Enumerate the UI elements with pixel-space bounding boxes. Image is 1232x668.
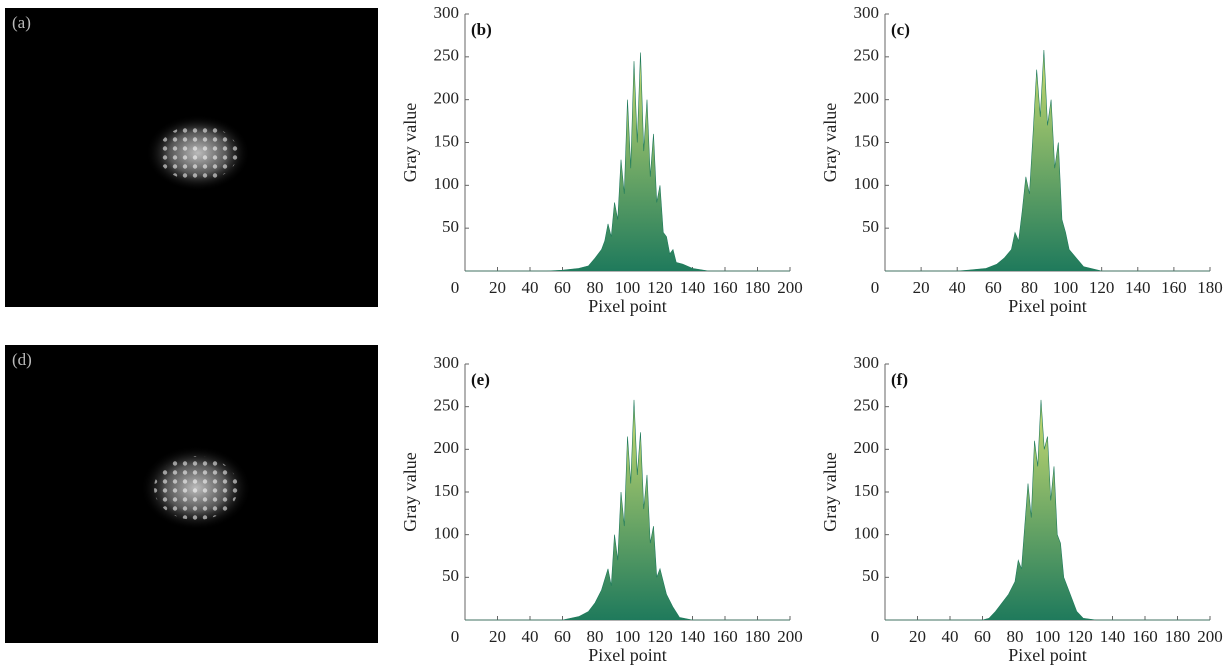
y-tick-label: 250 bbox=[854, 46, 880, 65]
y-tick-label: 300 bbox=[854, 353, 880, 372]
area bbox=[885, 49, 1210, 272]
x-tick-label: 40 bbox=[522, 627, 539, 646]
x-tick-label: 140 bbox=[680, 278, 706, 297]
chart-label: (b) bbox=[471, 20, 492, 39]
x-axis-title: Pixel point bbox=[588, 296, 667, 316]
x-tick-label: 100 bbox=[1035, 627, 1061, 646]
chart-label: (c) bbox=[891, 20, 910, 39]
y-axis-title: Gray value bbox=[400, 452, 420, 531]
x-tick-label: 120 bbox=[1089, 278, 1115, 297]
x-tick-label: 0 bbox=[871, 278, 880, 297]
y-tick-label: 200 bbox=[854, 438, 880, 457]
image-a: (a) bbox=[5, 8, 378, 307]
chart-label: (e) bbox=[471, 370, 490, 389]
x-tick-label: 80 bbox=[1007, 627, 1024, 646]
x-tick-label: 60 bbox=[554, 627, 571, 646]
x-tick-label: 120 bbox=[647, 627, 673, 646]
y-tick-label: 100 bbox=[854, 524, 880, 543]
y-tick-label: 300 bbox=[434, 353, 460, 372]
x-tick-label: 120 bbox=[1067, 627, 1093, 646]
x-tick-label: 160 bbox=[712, 627, 738, 646]
x-tick-label: 180 bbox=[745, 278, 771, 297]
x-tick-label: 20 bbox=[489, 278, 506, 297]
x-axis-title: Pixel point bbox=[588, 645, 667, 665]
x-axis-title: Pixel point bbox=[1008, 645, 1087, 665]
x-tick-label: 140 bbox=[1100, 627, 1126, 646]
x-tick-label: 100 bbox=[1053, 278, 1079, 297]
x-tick-label: 160 bbox=[1161, 278, 1187, 297]
x-tick-label: 40 bbox=[942, 627, 959, 646]
chart-label: (f) bbox=[891, 370, 908, 389]
x-tick-label: 60 bbox=[985, 278, 1002, 297]
x-tick-label: 140 bbox=[680, 627, 706, 646]
x-tick-label: 80 bbox=[1021, 278, 1038, 297]
y-axis-title: Gray value bbox=[400, 103, 420, 182]
y-tick-label: 250 bbox=[854, 396, 880, 415]
x-tick-label: 0 bbox=[871, 627, 880, 646]
x-tick-label: 20 bbox=[909, 627, 926, 646]
y-tick-label: 150 bbox=[854, 131, 880, 150]
y-tick-label: 200 bbox=[434, 438, 460, 457]
x-tick-label: 160 bbox=[712, 278, 738, 297]
x-tick-label: 200 bbox=[777, 278, 803, 297]
chart: 50 100 150 200 250 300 0 20 40 60 80 100 120 140 160 18… bbox=[820, 3, 1223, 316]
y-tick-label: 250 bbox=[434, 396, 460, 415]
x-tick-label: 180 bbox=[1197, 278, 1223, 297]
x-tick-label: 140 bbox=[1125, 278, 1151, 297]
x-tick-label: 40 bbox=[522, 278, 539, 297]
y-tick-label: 250 bbox=[434, 46, 460, 65]
x-tick-label: 160 bbox=[1132, 627, 1158, 646]
y-axis-title: Gray value bbox=[820, 103, 840, 182]
y-tick-label: 100 bbox=[434, 174, 460, 193]
y-tick-label: 150 bbox=[854, 481, 880, 500]
x-tick-label: 80 bbox=[587, 278, 604, 297]
x-tick-label: 200 bbox=[777, 627, 803, 646]
x-tick-label: 60 bbox=[554, 278, 571, 297]
x-tick-label: 20 bbox=[913, 278, 930, 297]
x-tick-label: 60 bbox=[974, 627, 991, 646]
y-axis-title: Gray value bbox=[820, 452, 840, 531]
area bbox=[885, 399, 1210, 621]
x-tick-label: 0 bbox=[451, 278, 460, 297]
x-tick-label: 120 bbox=[647, 278, 673, 297]
y-tick-label: 50 bbox=[862, 217, 879, 236]
y-tick-label: 150 bbox=[434, 481, 460, 500]
y-tick-label: 200 bbox=[434, 89, 460, 108]
chart: 50 100 150 200 250 300 0 20 40 60 80 100 120 140 160 18… bbox=[400, 353, 803, 665]
x-tick-label: 180 bbox=[745, 627, 771, 646]
x-tick-label: 200 bbox=[1197, 627, 1223, 646]
panel-label: (d) bbox=[12, 350, 32, 369]
y-tick-label: 50 bbox=[862, 566, 879, 585]
y-tick-label: 300 bbox=[434, 3, 460, 22]
x-tick-label: 20 bbox=[489, 627, 506, 646]
y-tick-label: 200 bbox=[854, 89, 880, 108]
y-tick-label: 150 bbox=[434, 131, 460, 150]
x-tick-label: 180 bbox=[1165, 627, 1191, 646]
y-tick-label: 50 bbox=[442, 217, 459, 236]
y-tick-label: 300 bbox=[854, 3, 880, 22]
x-tick-label: 100 bbox=[615, 278, 641, 297]
panel-label: (a) bbox=[12, 13, 31, 32]
y-tick-label: 100 bbox=[854, 174, 880, 193]
chart: 50 100 150 200 250 300 0 20 40 60 80 100 120 140 160 18… bbox=[820, 353, 1223, 665]
x-tick-label: 100 bbox=[615, 627, 641, 646]
x-axis-title: Pixel point bbox=[1008, 296, 1087, 316]
y-tick-label: 50 bbox=[442, 566, 459, 585]
image-d: (d) bbox=[5, 345, 378, 643]
y-tick-label: 100 bbox=[434, 524, 460, 543]
chart: 50 100 150 200 250 300 0 20 40 60 80 100 120 140 160 18… bbox=[400, 3, 803, 316]
x-tick-label: 40 bbox=[949, 278, 966, 297]
x-tick-label: 80 bbox=[587, 627, 604, 646]
area bbox=[465, 399, 790, 621]
x-tick-label: 0 bbox=[451, 627, 460, 646]
area bbox=[465, 52, 790, 272]
